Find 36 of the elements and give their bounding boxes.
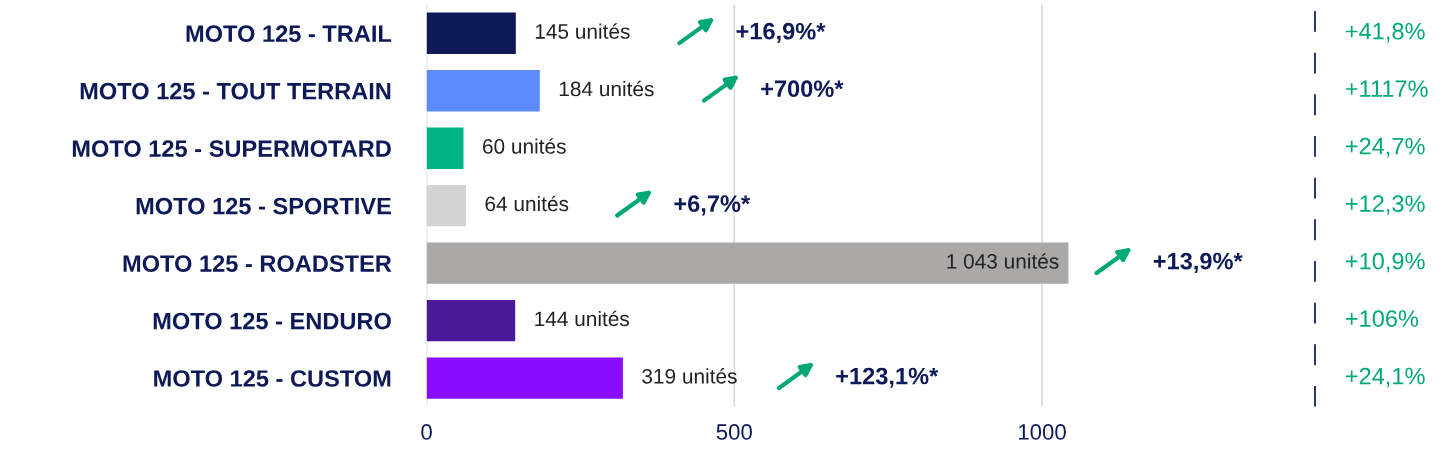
bar bbox=[426, 357, 623, 399]
text: +24,1% bbox=[1345, 367, 1425, 388]
data-label: 1 043 unités bbox=[947, 253, 1059, 269]
bar bbox=[426, 127, 464, 169]
text: +41,8% bbox=[1345, 22, 1425, 43]
annotation: +6,7%* bbox=[674, 195, 751, 216]
y-tick-label: MOTO 125 - TOUT TERRAIN bbox=[80, 82, 391, 100]
bar bbox=[426, 299, 516, 342]
annotation: +700%* bbox=[761, 80, 844, 98]
x-tick-label: 1000 bbox=[1018, 424, 1066, 440]
y-tick-label: MOTO 125 - CUSTOM bbox=[154, 370, 391, 387]
annotation: +16,9%* bbox=[736, 22, 826, 44]
text: +10,9% bbox=[1345, 252, 1425, 273]
text: +1117% bbox=[1345, 80, 1428, 97]
y-tick-label: MOTO 125 - ROADSTER bbox=[123, 255, 392, 272]
y-tick-label: MOTO 125 - TRAIL bbox=[186, 25, 392, 43]
y-tick-label: MOTO 125 - SUPERMOTARD bbox=[72, 140, 391, 157]
y-tick-label: MOTO 125 - ENDURO bbox=[153, 312, 391, 330]
annotation: +13,9%* bbox=[1153, 252, 1243, 273]
data-label: 145 unités bbox=[535, 23, 630, 39]
bar bbox=[426, 242, 1069, 284]
text: +106% bbox=[1345, 310, 1419, 327]
bar bbox=[426, 70, 540, 112]
data-label: 64 unités bbox=[485, 195, 569, 212]
data-label: 60 unités bbox=[483, 138, 566, 154]
data-label: 144 unités bbox=[535, 310, 630, 327]
data-label: 319 unités bbox=[642, 368, 737, 384]
text: +24,7% bbox=[1345, 137, 1425, 158]
y-tick-label: MOTO 125 - SPORTIVE bbox=[136, 197, 391, 215]
bar bbox=[426, 12, 516, 54]
x-tick-label: 500 bbox=[716, 424, 752, 440]
x-tick-label: 0 bbox=[421, 424, 432, 440]
data-label: 184 unités bbox=[559, 80, 654, 97]
bar bbox=[426, 184, 466, 227]
text: +12,3% bbox=[1345, 195, 1425, 215]
annotation: +123,1%* bbox=[836, 367, 939, 388]
